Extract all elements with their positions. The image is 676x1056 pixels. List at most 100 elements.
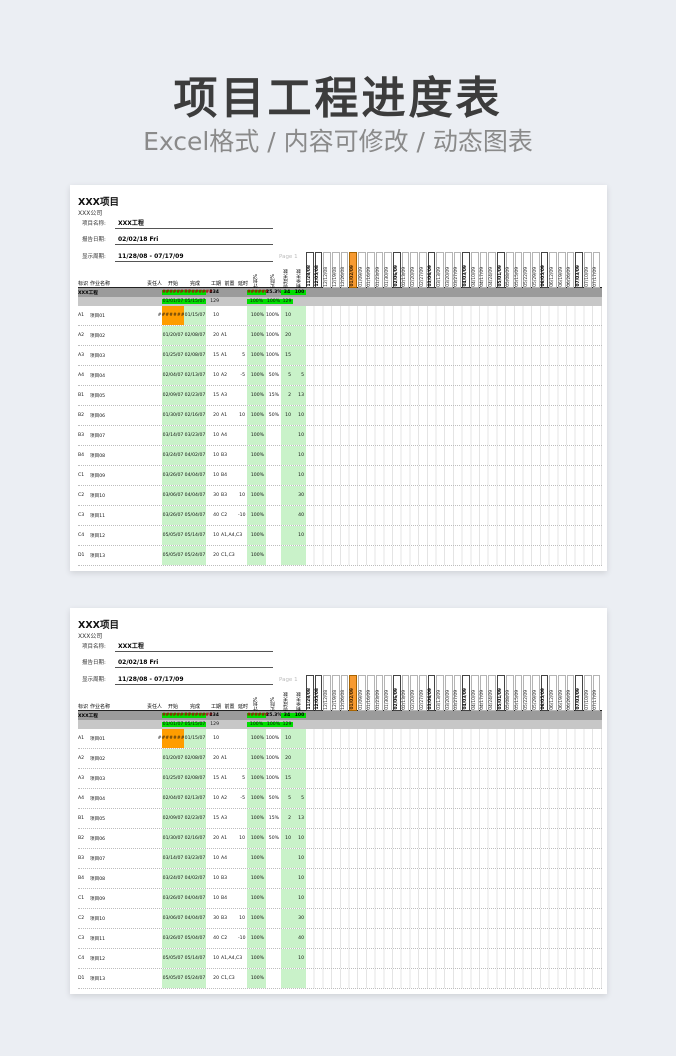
cell-days-remaining: 5 [293, 366, 306, 385]
gantt-date-cell: 01/02/09 [349, 675, 358, 711]
cell-finish-date: 05/14/07 [184, 949, 206, 968]
cell-duration: 10 [213, 313, 219, 318]
gantt-date-label: 06/12/09 [549, 690, 555, 710]
cell-finish-date: 03/23/07 [184, 849, 206, 868]
col-header-id: 标识 [78, 281, 89, 287]
cell-plan-pct: 100% [247, 326, 266, 345]
gantt-date-label: 04/24/09 [489, 267, 495, 287]
cell-predecessor: C2 [221, 936, 228, 941]
cell-task-name: 项目05 [90, 393, 106, 399]
cell-finish-date: 05/15/07 [184, 299, 206, 304]
task-row: C4 项目12 05/05/07 05/14/07 10 A1,A4,C3 10… [78, 949, 602, 969]
cell-plan-pct: 100% [247, 722, 266, 727]
cell-delay: 10 [239, 916, 245, 921]
col-header-actual-pct: 实际% [270, 273, 276, 288]
cell-plan-overflow: ###### [247, 713, 269, 718]
field-label: 显示周期: [82, 254, 106, 260]
field-project-name: 项目名称: XXX工程 [82, 641, 273, 652]
cell-task-name: 项目12 [90, 956, 106, 962]
gantt-date-label: 12/26/08 [341, 690, 347, 710]
gantt-date-cell: 12/26/08 [340, 675, 349, 711]
cell-days-done: 10 [281, 729, 293, 748]
cell-start-date: 03/06/07 [162, 486, 184, 505]
cell-finish-date: 04/04/07 [184, 909, 206, 928]
cell-start-overflow: ######## [162, 713, 191, 718]
cell-days-remaining: 30 [293, 909, 306, 928]
gantt-date-label: 06/05/09 [541, 265, 547, 287]
cell-task-id: C3 [78, 936, 85, 941]
cell-start-date: 03/14/07 [162, 426, 184, 445]
task-row: C4 项目12 05/05/07 05/14/07 10 A1,A4,C3 10… [78, 526, 602, 546]
cell-days-remaining: 100 [293, 713, 306, 718]
cell-days-done: 20 [281, 749, 293, 768]
cell-task-id: B4 [78, 876, 85, 881]
cell-finish-date: 05/04/07 [184, 506, 206, 525]
cell-task-name: 项目02 [90, 333, 106, 339]
cell-days-remaining: 10 [293, 406, 306, 425]
cell-delay: 10 [239, 413, 245, 418]
gantt-date-label: 01/02/09 [350, 688, 356, 710]
task-row: C3 项目11 03/26/07 05/04/07 40 C2 -10 100%… [78, 929, 602, 949]
cell-actual-pct: 100% [266, 353, 280, 358]
gantt-date-label: 04/24/09 [489, 690, 495, 710]
cell-predecessor: A4 [221, 433, 228, 438]
gantt-date-label: 07/10/09 [584, 690, 590, 710]
cell-task-id: C1 [78, 896, 85, 901]
gantt-date-label: 04/03/09 [463, 688, 469, 710]
gantt-date-cell: 12/26/08 [340, 252, 349, 288]
gantt-date-label: 03/13/09 [436, 267, 442, 287]
cell-plan-pct: 100% [247, 299, 266, 304]
cell-task-id: C4 [78, 533, 85, 538]
table-header-row: 标识 作业名称 责任人 开始 完成 工期 前置 延时 计划% 实际% 完成天数 … [78, 667, 602, 711]
task-row: A1 项目01 ######## 01/15/07 10 100% 100% 1… [78, 729, 602, 749]
cell-finish-overflow: ######## [184, 290, 213, 295]
cell-days-done [281, 446, 293, 465]
cell-plan-pct: 100% [247, 366, 266, 385]
gantt-date-label: 02/20/09 [410, 690, 416, 710]
cell-duration: 10 [213, 473, 219, 478]
gantt-date-label: 12/05/08 [315, 265, 321, 287]
gantt-date-cell: 05/15/09 [514, 675, 523, 711]
cell-finish-date: 04/04/07 [184, 486, 206, 505]
cell-finish-date: 04/04/07 [184, 466, 206, 485]
cell-predecessor: A1 [221, 836, 228, 841]
gantt-date-label: 05/08/09 [506, 267, 512, 287]
cell-days-done: 10 [281, 829, 293, 848]
cell-task-id: B4 [78, 453, 85, 458]
gantt-date-cell: 07/10/09 [584, 675, 592, 711]
gantt-date-label: 06/26/09 [567, 267, 573, 287]
cell-days-remaining: 10 [293, 526, 306, 545]
gantt-date-cell: 03/20/09 [445, 675, 453, 711]
field-label: 报告日期: [82, 237, 106, 243]
cell-start-date: 01/01/07 [162, 722, 184, 727]
gantt-date-cell: 12/05/08 [314, 675, 323, 711]
gantt-date-cell: 02/20/09 [410, 252, 418, 288]
gantt-date-label: 04/03/09 [463, 265, 469, 287]
cell-days-remaining [293, 546, 306, 565]
gantt-date-cell: 01/09/09 [358, 252, 366, 288]
cell-finish-date: 05/24/07 [184, 969, 206, 988]
gantt-date-cell: 01/30/09 [384, 252, 392, 288]
cell-task-name: 项目13 [90, 976, 106, 982]
field-report-date: 报告日期: 02/02/18 Fri [82, 658, 273, 668]
sheet-preview-card-1: XXX项目 XXX公司 项目名称: XXX工程 报告日期: 02/02/18 Fri… [70, 185, 607, 571]
gantt-date-label: 07/17/09 [593, 267, 599, 287]
gantt-date-label: 01/02/09 [350, 265, 356, 287]
cell-duration: 40 [213, 513, 219, 518]
cell-duration: 10 [213, 856, 219, 861]
task-row: B1 项目05 02/09/07 02/23/07 15 A3 100% 15%… [78, 809, 602, 829]
cell-days-remaining: 13 [293, 809, 306, 828]
cell-task-id: D1 [78, 976, 85, 981]
cell-duration: 10 [213, 876, 219, 881]
cell-start-date: 03/26/07 [162, 929, 184, 948]
cell-days-remaining: 13 [293, 386, 306, 405]
cell-days-done [281, 929, 293, 948]
gantt-date-label: 12/26/08 [341, 267, 347, 287]
task-row: B3 项目07 03/14/07 03/23/07 10 A4 100% 10 [78, 426, 602, 446]
gantt-date-cell: 05/08/09 [505, 252, 514, 288]
gantt-area [306, 949, 602, 968]
cell-task-name: 项目08 [90, 876, 106, 882]
gantt-date-cell: 07/03/09 [575, 675, 583, 711]
gantt-date-label: 02/13/09 [402, 690, 408, 710]
col-header-days-remaining: 剩余天数 [296, 268, 302, 288]
